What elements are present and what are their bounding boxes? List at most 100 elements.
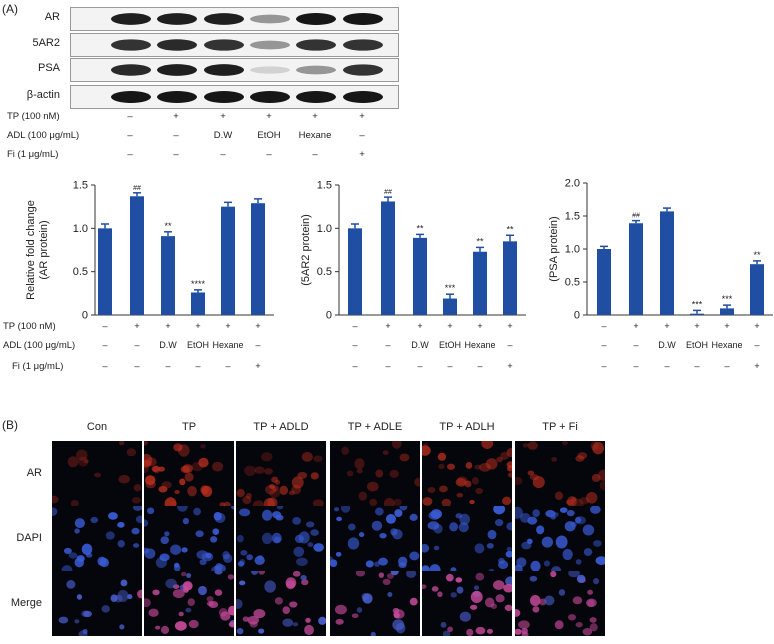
cell-nucleus (174, 562, 180, 568)
cell-nucleus (409, 551, 420, 561)
blot-band (250, 91, 290, 103)
micro-column-header: TP + ADLH (439, 421, 495, 433)
cell-nucleus (504, 604, 513, 611)
chart-condition-value: + (724, 321, 729, 331)
chart-condition-value: – (601, 361, 606, 371)
cell-nucleus (148, 608, 159, 617)
y-tick-label: 1.0 (317, 223, 332, 235)
cell-nucleus (394, 509, 403, 517)
cell-nucleus (292, 622, 299, 627)
bar (597, 249, 611, 315)
bar (381, 201, 395, 315)
cell-nucleus (214, 568, 223, 575)
chart-condition-value: – (477, 361, 482, 371)
cell-nucleus (78, 456, 89, 467)
chart-condition-value: D.W (658, 340, 676, 350)
y-tick-label: 0 (326, 310, 332, 322)
cell-nucleus (292, 570, 301, 577)
cell-nucleus (288, 490, 295, 496)
cell-nucleus (282, 606, 290, 614)
chart-condition-value: + (385, 321, 390, 331)
condition-label: ADL (100 μg/mL) (7, 130, 80, 141)
cell-nucleus (340, 503, 351, 513)
cell-nucleus (355, 569, 366, 577)
blot-band (296, 91, 336, 103)
cell-nucleus (212, 461, 224, 472)
y-tick-label: 1.0 (73, 223, 88, 235)
cell-nucleus (387, 592, 393, 597)
cell-nucleus (585, 598, 597, 608)
cell-nucleus (559, 507, 568, 513)
cell-nucleus (313, 543, 324, 552)
cell-nucleus (274, 597, 283, 605)
bar (750, 264, 764, 315)
cell-nucleus (258, 568, 266, 575)
panel-b-label: (B) (2, 418, 18, 432)
cell-nucleus (206, 595, 214, 603)
chart-condition-value: – (165, 361, 170, 371)
cell-nucleus (358, 491, 368, 501)
micro-column-header: TP + ADLD (253, 421, 309, 433)
condition-value: – (127, 130, 133, 141)
blot-band (204, 64, 244, 76)
chart-condition-value: – (754, 340, 759, 350)
cell-nucleus (554, 491, 564, 501)
chart-condition-value: + (447, 321, 452, 331)
cell-nucleus (159, 553, 170, 562)
cell-nucleus (329, 559, 338, 568)
cell-nucleus (289, 601, 298, 608)
bar (503, 241, 517, 315)
chart-condition-value: – (195, 361, 200, 371)
condition-value: – (359, 130, 365, 141)
blot-label: PSA (37, 62, 60, 74)
chart-condition-label: ADL (100 μg/mL) (3, 340, 75, 351)
chart-condition-value: + (225, 321, 230, 331)
cell-nucleus (470, 590, 483, 604)
micro-image (512, 440, 609, 511)
chart-condition-value: – (134, 361, 139, 371)
cell-nucleus (120, 579, 128, 587)
y-axis-label: Relative fold change(AR protein) (25, 200, 50, 300)
cell-nucleus (577, 452, 588, 460)
cell-nucleus (182, 581, 193, 591)
condition-value: + (266, 111, 272, 122)
cell-nucleus (486, 543, 494, 549)
cell-nucleus (420, 584, 427, 589)
significance-label: ** (476, 236, 484, 246)
cell-nucleus (220, 611, 231, 621)
bar-chart-3: 0 0.5 1.0 1.5 2.0 (PSA protein) – – – ## + – – + D.W – *… (548, 178, 773, 371)
cell-nucleus (127, 594, 133, 600)
cell-nucleus (595, 556, 608, 565)
chart-condition-value: + (195, 321, 200, 331)
cell-nucleus (552, 512, 559, 517)
cell-nucleus (291, 484, 302, 495)
cell-nucleus (450, 592, 457, 598)
cell-nucleus (429, 564, 441, 576)
cell-nucleus (512, 476, 523, 485)
chart-condition-value: – (352, 340, 357, 350)
condition-value: + (359, 111, 365, 122)
cell-nucleus (526, 538, 533, 545)
cell-nucleus (493, 503, 506, 515)
cell-nucleus (374, 507, 384, 516)
cell-nucleus (198, 585, 207, 596)
chart-condition-value: + (255, 321, 260, 331)
cell-nucleus (591, 473, 601, 482)
cell-nucleus (393, 498, 402, 506)
blot-label: β-actin (26, 89, 60, 101)
cell-nucleus (441, 498, 452, 508)
blot-band (111, 13, 151, 25)
cell-nucleus (141, 440, 148, 446)
cell-nucleus (466, 628, 474, 637)
cell-nucleus (140, 459, 152, 468)
cell-nucleus (500, 451, 509, 460)
cell-nucleus (66, 580, 76, 589)
chart-condition-value: + (664, 321, 669, 331)
condition-value: D.W (213, 130, 233, 141)
cell-nucleus (545, 509, 556, 518)
condition-value: + (359, 149, 365, 160)
chart-condition-value: EtOH (187, 340, 209, 350)
cell-nucleus (173, 443, 183, 452)
cell-nucleus (334, 604, 347, 615)
micro-column-header: Con (86, 421, 108, 433)
